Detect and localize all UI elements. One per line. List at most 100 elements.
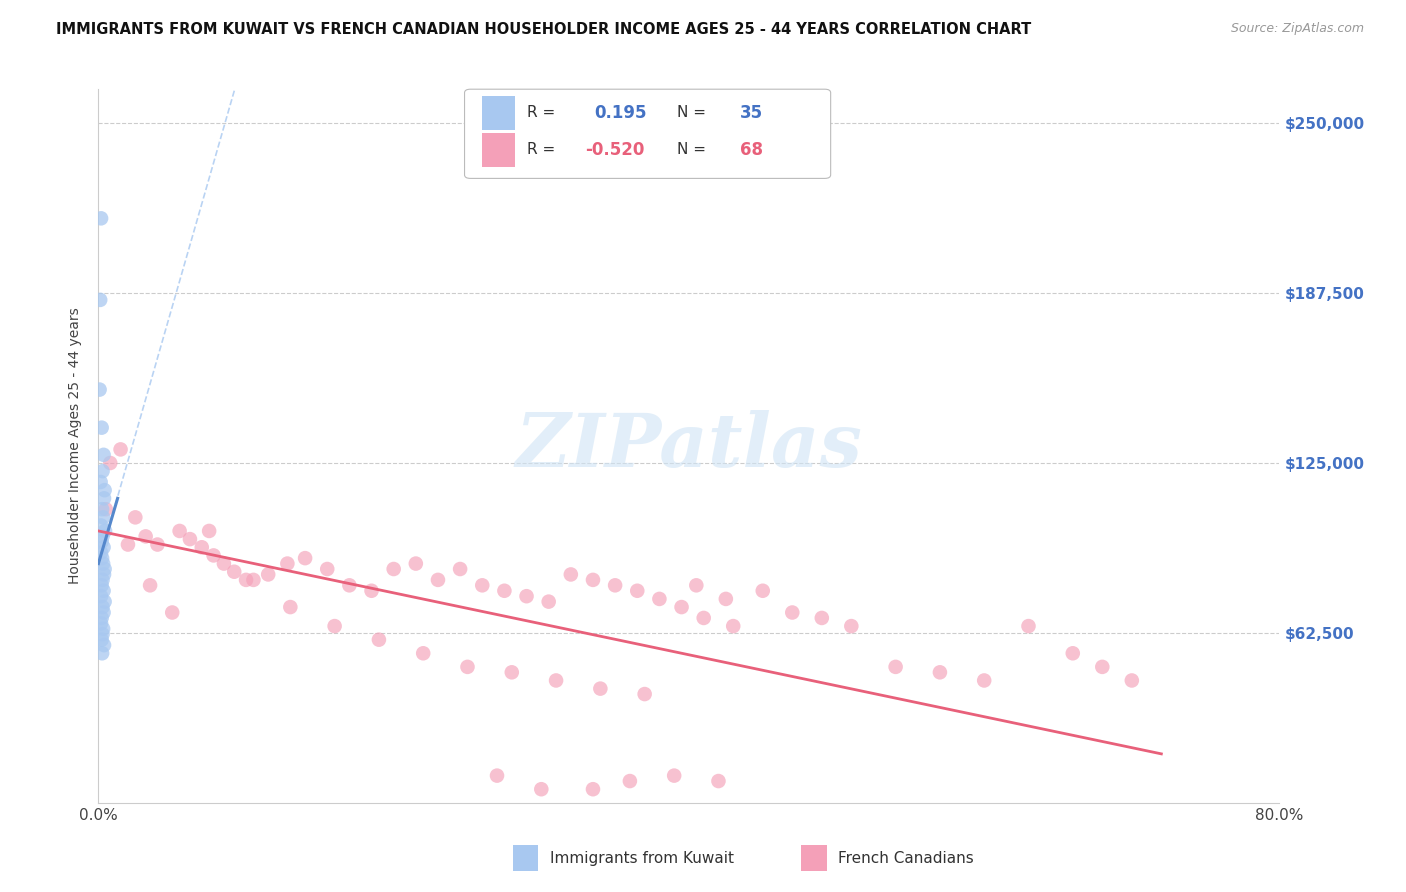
Point [723,619,745,633]
Point [841,619,863,633]
Point [242,573,264,587]
Point [693,611,716,625]
Point [486,769,509,783]
Text: R =: R = [527,143,560,157]
Point [928,665,950,680]
Point [93,606,115,620]
Point [94,502,117,516]
Point [224,565,246,579]
Point [257,567,280,582]
Point [589,681,612,696]
Point [90,578,112,592]
Point [90,611,112,625]
Point [501,665,523,680]
Point [90,518,112,533]
Point [405,557,427,571]
Point [93,567,115,582]
Point [89,383,111,397]
Point [1091,660,1114,674]
Point [91,502,114,516]
Point [202,549,225,563]
Text: French Canadians: French Canadians [838,851,974,865]
Point [91,464,114,478]
Text: Source: ZipAtlas.com: Source: ZipAtlas.com [1230,22,1364,36]
Point [198,524,221,538]
Point [169,524,191,538]
Point [90,616,112,631]
Point [93,583,115,598]
Point [605,578,627,592]
Point [323,619,346,633]
Point [973,673,995,688]
Point [619,774,641,789]
FancyBboxPatch shape [464,89,831,178]
Point [884,660,907,674]
Text: 35: 35 [740,103,763,121]
Point [707,774,730,789]
Point [93,541,115,555]
Point [235,573,257,587]
Point [91,573,114,587]
Point [782,606,804,620]
Point [810,611,832,625]
Y-axis label: Householder Income Ages 25 - 44 years: Householder Income Ages 25 - 44 years [69,308,83,584]
Text: N =: N = [678,143,711,157]
Point [93,483,115,498]
Point [427,573,450,587]
Point [98,456,121,470]
Point [91,557,114,571]
Point [146,537,169,551]
Text: R =: R = [527,105,560,120]
Point [91,646,114,660]
Point [91,510,114,524]
Point [714,591,737,606]
Text: ZIPatlas: ZIPatlas [516,409,862,483]
Point [339,578,360,592]
Point [316,562,339,576]
Point [560,567,582,582]
Text: Immigrants from Kuwait: Immigrants from Kuwait [550,851,734,865]
Point [633,687,655,701]
Point [664,769,686,783]
Point [90,632,112,647]
Point [516,589,538,603]
Point [471,578,494,592]
Point [276,557,298,571]
Text: 0.195: 0.195 [595,103,647,121]
Point [139,578,162,592]
Point [90,420,112,434]
Point [368,632,391,647]
Point [90,534,112,549]
Point [582,782,605,797]
Point [582,573,605,587]
Point [90,475,112,489]
Point [124,510,146,524]
Point [1017,619,1039,633]
Point [91,529,114,543]
Point [91,551,114,566]
Point [90,546,112,560]
Point [1062,646,1084,660]
Point [751,583,773,598]
Text: IMMIGRANTS FROM KUWAIT VS FRENCH CANADIAN HOUSEHOLDER INCOME AGES 25 - 44 YEARS : IMMIGRANTS FROM KUWAIT VS FRENCH CANADIA… [56,22,1032,37]
Point [456,660,478,674]
Point [360,583,382,598]
Point [93,562,115,576]
Text: N =: N = [678,105,711,120]
Point [1121,673,1143,688]
Point [412,646,434,660]
Point [91,627,114,641]
Point [382,562,405,576]
Point [91,600,114,615]
Point [90,589,112,603]
Point [648,591,671,606]
Point [671,600,693,615]
Bar [482,133,516,167]
Text: 68: 68 [740,141,762,159]
Point [93,638,115,652]
Point [294,551,316,566]
Point [179,532,201,546]
Point [449,562,471,576]
Point [93,491,115,506]
Point [94,524,117,538]
